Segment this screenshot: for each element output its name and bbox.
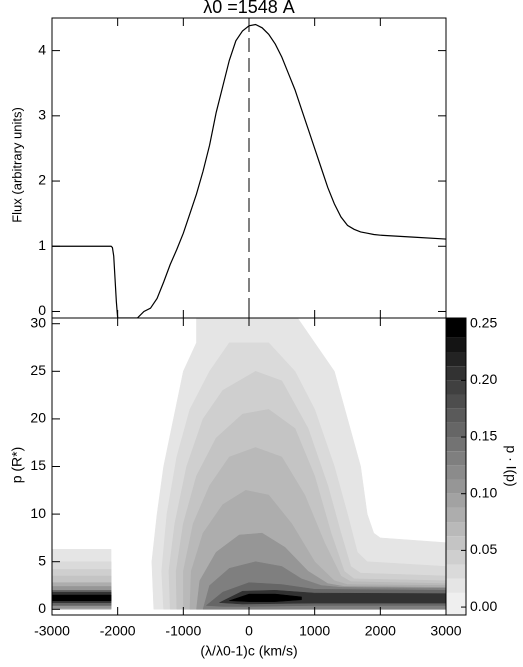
colorbar-band [446, 536, 466, 551]
y-tick-label: 0 [38, 600, 46, 616]
y-axis-label: p (R*) [9, 447, 25, 484]
colorbar-band [446, 380, 466, 395]
colorbar-band [446, 522, 466, 537]
y-tick-label: 25 [30, 362, 46, 378]
contour-area [52, 318, 446, 610]
colorbar-band [446, 394, 466, 409]
x-tick-label: 3000 [430, 623, 461, 639]
colorbar-band [446, 578, 466, 593]
y-tick-label: 15 [30, 457, 46, 473]
y-tick-label: 0 [38, 302, 46, 318]
colorbar-tick-label: 0.05 [470, 541, 497, 557]
colorbar-tick-label: 0.00 [470, 598, 497, 614]
y-tick-label: 4 [38, 41, 46, 57]
colorbar-band [446, 422, 466, 438]
y-tick-label: 3 [38, 107, 46, 123]
colorbar-label: p · I(p) [503, 445, 519, 486]
colorbar-band [446, 366, 466, 381]
colorbar-band [446, 550, 466, 565]
y-tick-label: 1 [38, 237, 46, 253]
colorbar-band [446, 465, 466, 480]
x-tick-label: -1000 [165, 623, 201, 639]
x-axis-label: (λ/λ0-1)c (km/s) [200, 643, 297, 659]
colorbar-band [446, 493, 466, 508]
colorbar-band [446, 408, 466, 423]
colorbar-band [446, 437, 466, 452]
y-tick-label: 20 [30, 410, 46, 426]
y-tick-label: 10 [30, 505, 46, 521]
contour-region [229, 593, 302, 602]
colorbar-tick-label: 0.15 [470, 428, 497, 444]
axes: 0 1 2 3 4 0.00 0.05 0.10 0.15 0.20 0.25 -3000 -2000 -… [30, 17, 497, 639]
colorbar-band [446, 564, 466, 579]
x-tick-label: -2000 [100, 623, 136, 639]
x-tick-label: 2000 [365, 623, 396, 639]
colorbar-tick-label: 0.10 [470, 484, 497, 500]
colorbar-tick-label: 0.20 [470, 371, 497, 387]
colorbar-band [446, 352, 466, 367]
x-tick-label: 0 [245, 623, 253, 639]
flux-line [52, 23, 446, 318]
line-area [52, 18, 446, 318]
colorbar-band [446, 507, 466, 523]
y-tick-label: 30 [30, 314, 46, 330]
y-axis-label: Flux (arbitrary units) [9, 107, 24, 223]
colorbar-band [446, 337, 466, 353]
colorbar-tick-label: 0.25 [470, 314, 497, 330]
x-tick-label: -3000 [34, 623, 70, 639]
contour-region [52, 594, 112, 601]
y-tick-label: 2 [38, 172, 46, 188]
colorbar-band [446, 318, 466, 338]
y-tick-label: 5 [38, 552, 46, 568]
colorbar-band [446, 479, 466, 494]
chart-title: λ0 =1548 A [203, 0, 295, 17]
x-tick-label: 1000 [299, 623, 330, 639]
colorbar-band [446, 592, 466, 615]
colorbar-band [446, 451, 466, 466]
